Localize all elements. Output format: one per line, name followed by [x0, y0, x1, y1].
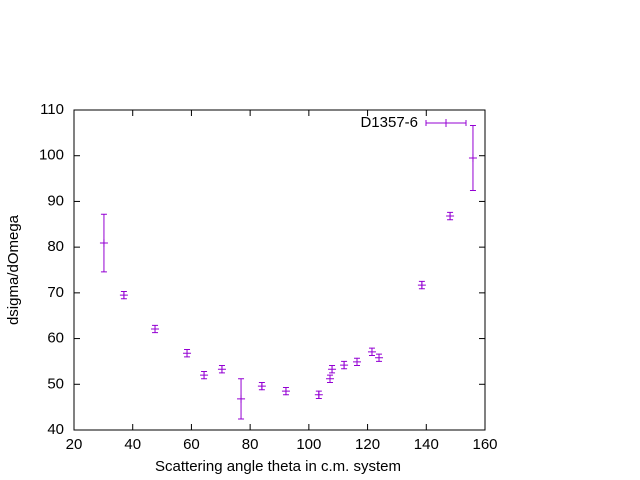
data-point — [417, 281, 426, 290]
y-tick-label: 100 — [39, 147, 64, 164]
x-axis-label: Scattering angle theta in c.m. system — [155, 458, 401, 475]
data-point — [375, 353, 384, 362]
x-tick-label: 160 — [472, 436, 497, 453]
y-tick-label: 50 — [47, 375, 64, 392]
x-tick-label: 20 — [66, 436, 83, 453]
data-point — [340, 361, 349, 370]
data-point — [257, 382, 266, 391]
y-axis-label: dsigma/dOmega — [5, 214, 22, 325]
data-point — [119, 291, 128, 300]
data-point — [328, 365, 337, 374]
legend-label: D1357-6 — [360, 114, 418, 131]
data-point — [468, 154, 477, 162]
x-tick-label: 80 — [242, 436, 259, 453]
y-tick-label: 60 — [47, 330, 64, 347]
data-point — [200, 371, 209, 380]
y-tick-label: 90 — [47, 192, 64, 209]
data-point — [314, 390, 323, 399]
x-tick-label: 60 — [183, 436, 200, 453]
x-tick-label: 40 — [124, 436, 141, 453]
data-point — [99, 239, 108, 248]
data-point — [183, 349, 192, 358]
data-point — [151, 324, 160, 333]
plot-border — [73, 109, 486, 431]
data-point — [446, 212, 455, 221]
y-tick-label: 70 — [47, 284, 64, 301]
y-tick-label: 80 — [47, 238, 64, 255]
y-tick-label: 110 — [40, 101, 64, 118]
data-point — [325, 374, 334, 383]
data-point — [353, 357, 362, 366]
data-point — [442, 119, 450, 127]
data-point — [217, 365, 226, 374]
x-tick-label: 120 — [355, 436, 380, 453]
x-tick-label: 100 — [296, 436, 321, 453]
data-point — [237, 394, 246, 403]
x-tick-label: 140 — [414, 436, 439, 453]
data-point — [367, 347, 376, 356]
data-point — [281, 387, 290, 396]
y-tick-label: 40 — [47, 421, 64, 438]
